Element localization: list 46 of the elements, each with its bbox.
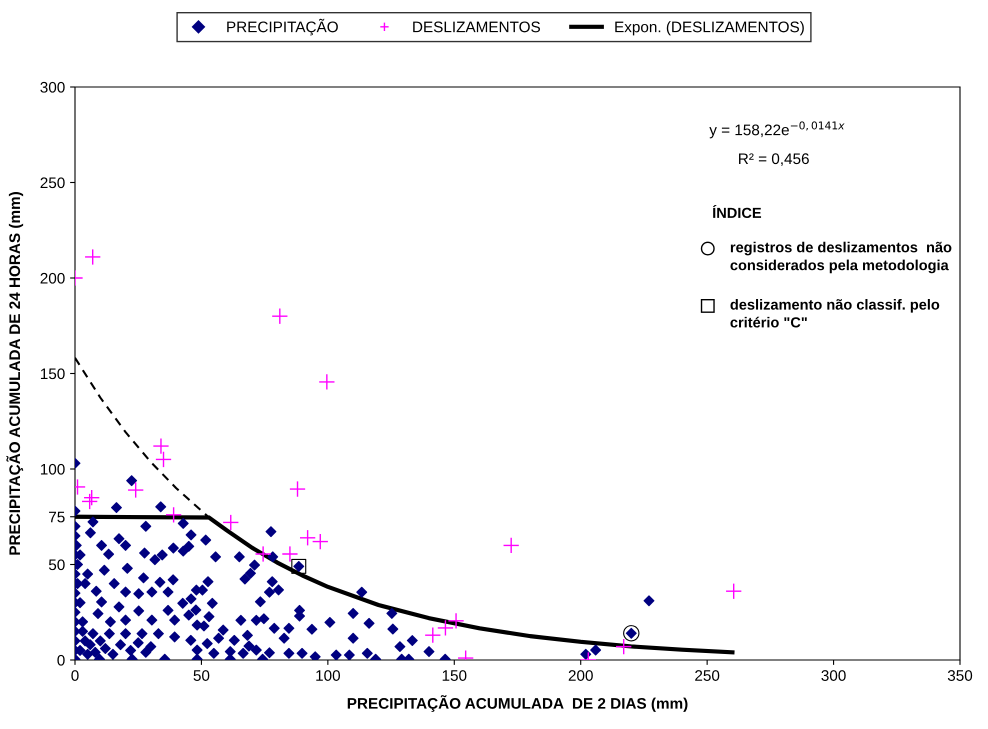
x-tick-label: 250 <box>695 670 720 681</box>
point <box>424 626 442 644</box>
point <box>254 546 272 562</box>
point <box>222 514 240 531</box>
point <box>83 489 100 506</box>
y-tick-label: 50 <box>48 559 65 570</box>
point <box>289 480 306 498</box>
point <box>623 625 640 642</box>
legend-label: Expon. (DESLIZAMENTOS) <box>615 21 804 36</box>
annotation: deslizamento não classif. pelo critério "C" <box>730 299 940 328</box>
point <box>282 546 298 562</box>
point <box>502 537 520 554</box>
x-tick-label: 300 <box>821 670 846 681</box>
y-tick-label: 100 <box>40 464 65 475</box>
x-tick-label: 0 <box>71 670 79 681</box>
x-tick-label: 50 <box>194 670 210 681</box>
point <box>127 482 144 498</box>
annotation: R² = 0,456 <box>739 153 809 166</box>
annotation: y = 158,22e$^{−0,0141x}$ <box>709 121 845 138</box>
x-tick-label: 100 <box>316 670 340 681</box>
y-tick-label: 150 <box>40 368 65 380</box>
point <box>165 506 182 524</box>
point <box>155 451 172 468</box>
point <box>84 248 102 266</box>
y-tick-label: 75 <box>49 512 65 522</box>
point <box>271 308 288 325</box>
annotation: registros de deslizamentos não considerados pela metodologia <box>730 242 952 274</box>
y-tick-label: 300 <box>40 82 65 93</box>
y-tick-label: 200 <box>40 272 65 284</box>
point <box>299 529 316 546</box>
point <box>318 374 336 390</box>
x-tick-label: 350 <box>948 670 972 681</box>
point <box>615 638 632 655</box>
point <box>152 438 170 454</box>
y-tick-label: 0 <box>57 654 65 666</box>
y-axis-title: PRECIPITAÇÃO ACUMULADA DE 24 HORAS (mm) <box>6 192 24 555</box>
x-tick-label: 150 <box>442 670 466 681</box>
point <box>312 533 329 550</box>
annotation: ÍNDICE <box>712 204 762 218</box>
point <box>725 582 742 600</box>
legend-label: PRECIPITAÇÃO <box>227 18 338 36</box>
x-tick-label: 200 <box>568 670 593 681</box>
legend-label: DESLIZAMENTOS <box>413 21 540 32</box>
x-axis-title: PRECIPITAÇÃO ACUMULADA DE 2 DIAS (mm) <box>348 695 688 712</box>
y-tick-label: 250 <box>40 177 65 188</box>
point <box>81 493 98 510</box>
